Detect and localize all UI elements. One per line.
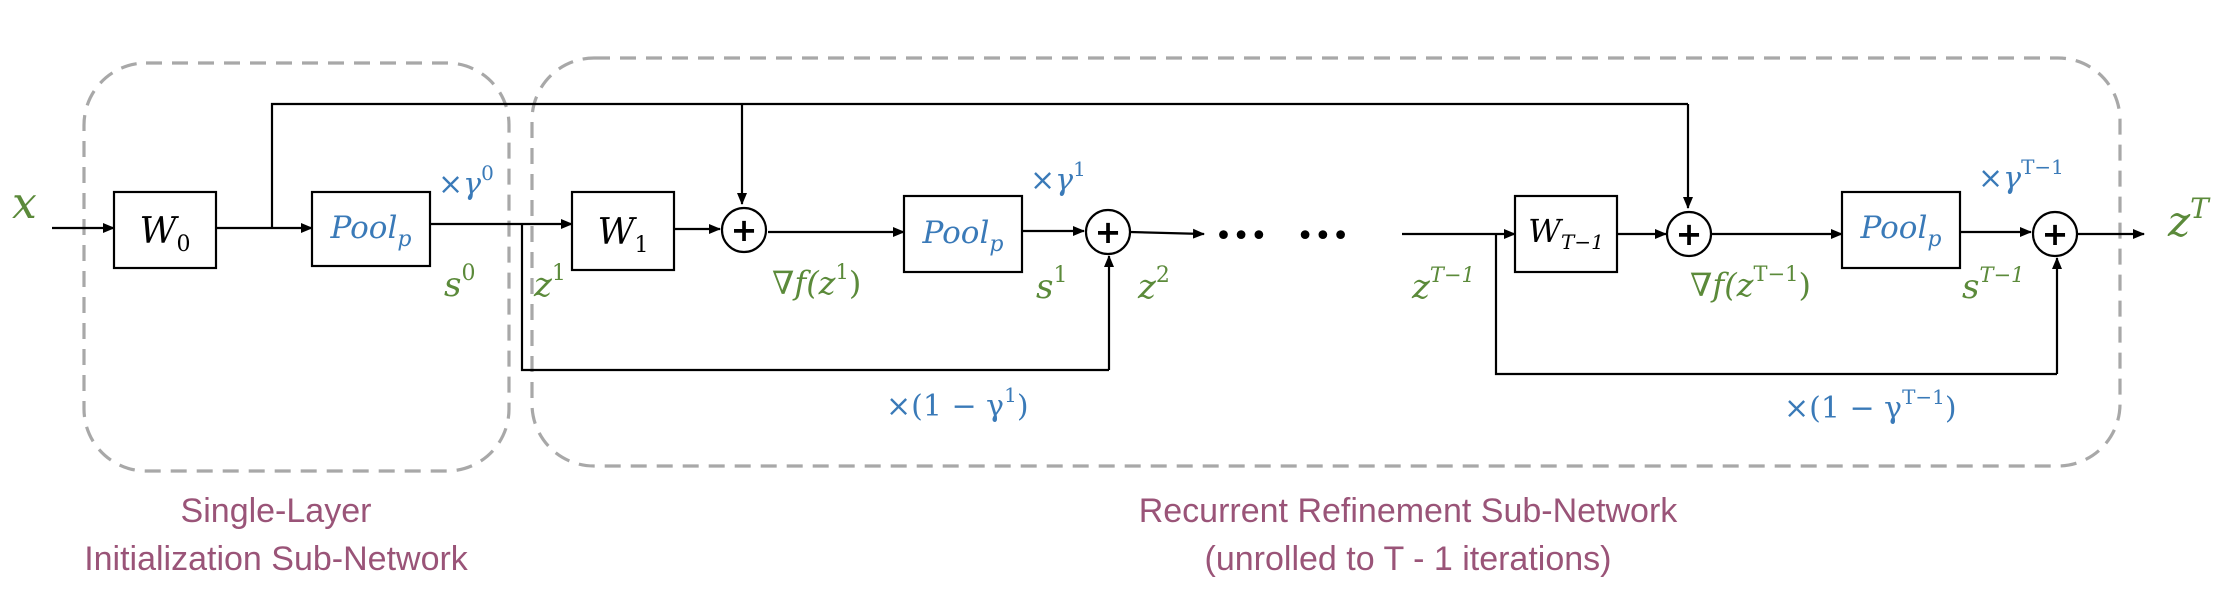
adder2-output-arrow [1129,228,1205,239]
pool0-subscript: p [397,227,411,252]
poolt-subscript: p [1927,227,1941,252]
svg-text:sT−1: sT−1 [1962,263,2024,307]
one-minus-gamma1-superscript: 1 [1004,383,1017,407]
gammat-superscript: T−1 [2021,155,2064,179]
gamma1-weight: ×γ [1030,163,1073,198]
svg-text:W0: W0 [139,211,190,257]
svg-text:×γ1: ×γ1 [1030,157,1086,198]
adder-2-symbol: + [1095,213,1122,251]
grad1-label: ∇f(z [772,264,837,302]
svg-text:×γ0: ×γ0 [438,161,494,202]
z1-superscript: 1 [552,261,566,286]
adder-final-symbol: + [2042,215,2069,253]
s1-label: s [1036,267,1053,307]
grad1-superscript: 1 [836,260,849,284]
gradt-tail: ) [1799,266,1811,304]
gradt-superscript: T−1 [1754,262,1799,286]
bypass-z1-line [520,224,1109,372]
poolt-label: Pool [1860,210,1928,246]
s1-superscript: 1 [1053,263,1067,288]
pool1-subscript: p [989,232,1003,257]
z2-superscript: 2 [1156,263,1170,288]
svg-text:∇f(zT−1): ∇f(zT−1) [1690,262,1811,304]
zt1-label: z [1411,267,1431,307]
adder-1: + [720,206,768,254]
wt-label: W [1528,212,1564,250]
refinement-subnetwork-border [530,56,2122,468]
one-minus-gammat-tail: ) [1945,391,1957,426]
s0-label: s [444,265,461,305]
svg-text:Poolp: Poolp [1860,210,1942,252]
svg-text:×(1 − γT−1): ×(1 − γT−1) [1784,385,1957,426]
w0-label: W [139,211,179,252]
one-minus-gammat-weight: ×(1 − γ [1784,391,1902,426]
z1-label: z [533,265,553,305]
pool1-box [902,194,1024,274]
output-z-superscript: T [2190,192,2211,225]
svg-text:zT−1: zT−1 [1411,263,1475,307]
st1-label: s [1962,267,1979,307]
svg-text:s0: s0 [444,261,475,305]
svg-text:zT: zT [2167,192,2211,246]
one-minus-gamma1-tail: ) [1017,389,1029,424]
wt-subscript: T−1 [1561,230,1604,254]
input-x-label: x [12,178,37,229]
adder-final: + [2031,210,2079,258]
w1-label: W [597,212,637,253]
adder-1-symbol: + [731,211,758,249]
bypass-zt1-line [1494,234,2057,376]
wt-box [1513,194,1619,274]
pool1-label: Pool [922,215,990,251]
z2-label: z [1137,267,1157,307]
adder-t: + [1665,210,1713,258]
gradt-label: ∇f(z [1690,266,1755,304]
s0-superscript: 0 [461,261,475,286]
ellipsis: ••• ••• [1215,219,1350,254]
pool0-box [310,190,432,268]
w1-subscript: 1 [635,233,649,258]
zt1-superscript: T−1 [1430,263,1475,287]
grad1-tail: ) [849,264,861,302]
svg-text:z1: z1 [533,261,566,305]
gamma1-superscript: 1 [1073,157,1086,181]
pool0-label: Pool [330,210,398,246]
svg-text:∇f(z1): ∇f(z1) [772,260,861,302]
svg-text:W1: W1 [597,212,648,258]
w1-box [570,190,676,272]
svg-text:s1: s1 [1036,263,1067,307]
one-minus-gamma1-weight: ×(1 − γ [886,389,1004,424]
input-skip-bus [270,102,1688,228]
output-z-label: z [2167,197,2191,246]
adder-t-symbol: + [1676,215,1703,253]
gamma0-superscript: 0 [481,161,494,185]
svg-text:Poolp: Poolp [922,215,1004,257]
svg-text:WT−1: WT−1 [1528,212,1604,254]
left-caption-line1: Single-Layer [181,492,372,530]
svg-text:Poolp: Poolp [330,210,412,252]
gamma0-weight: ×γ [438,167,481,202]
one-minus-gammat-superscript: T−1 [1902,385,1945,409]
poolt-box [1840,190,1962,270]
svg-text:×(1 − γ1): ×(1 − γ1) [886,383,1029,424]
right-caption-line1: Recurrent Refinement Sub-Network [1139,492,1679,530]
st1-superscript: T−1 [1979,263,2024,287]
svg-text:×γT−1: ×γT−1 [1978,155,2064,196]
gammat-weight: ×γ [1978,161,2021,196]
adder-2: + [1084,208,1132,256]
w0-box [112,190,218,270]
svg-text:z2: z2 [1137,263,1170,307]
w0-subscript: 0 [177,232,191,257]
right-caption-line2: (unrolled to T - 1 iterations) [1205,540,1612,578]
left-caption-line2: Initialization Sub-Network [84,540,469,578]
